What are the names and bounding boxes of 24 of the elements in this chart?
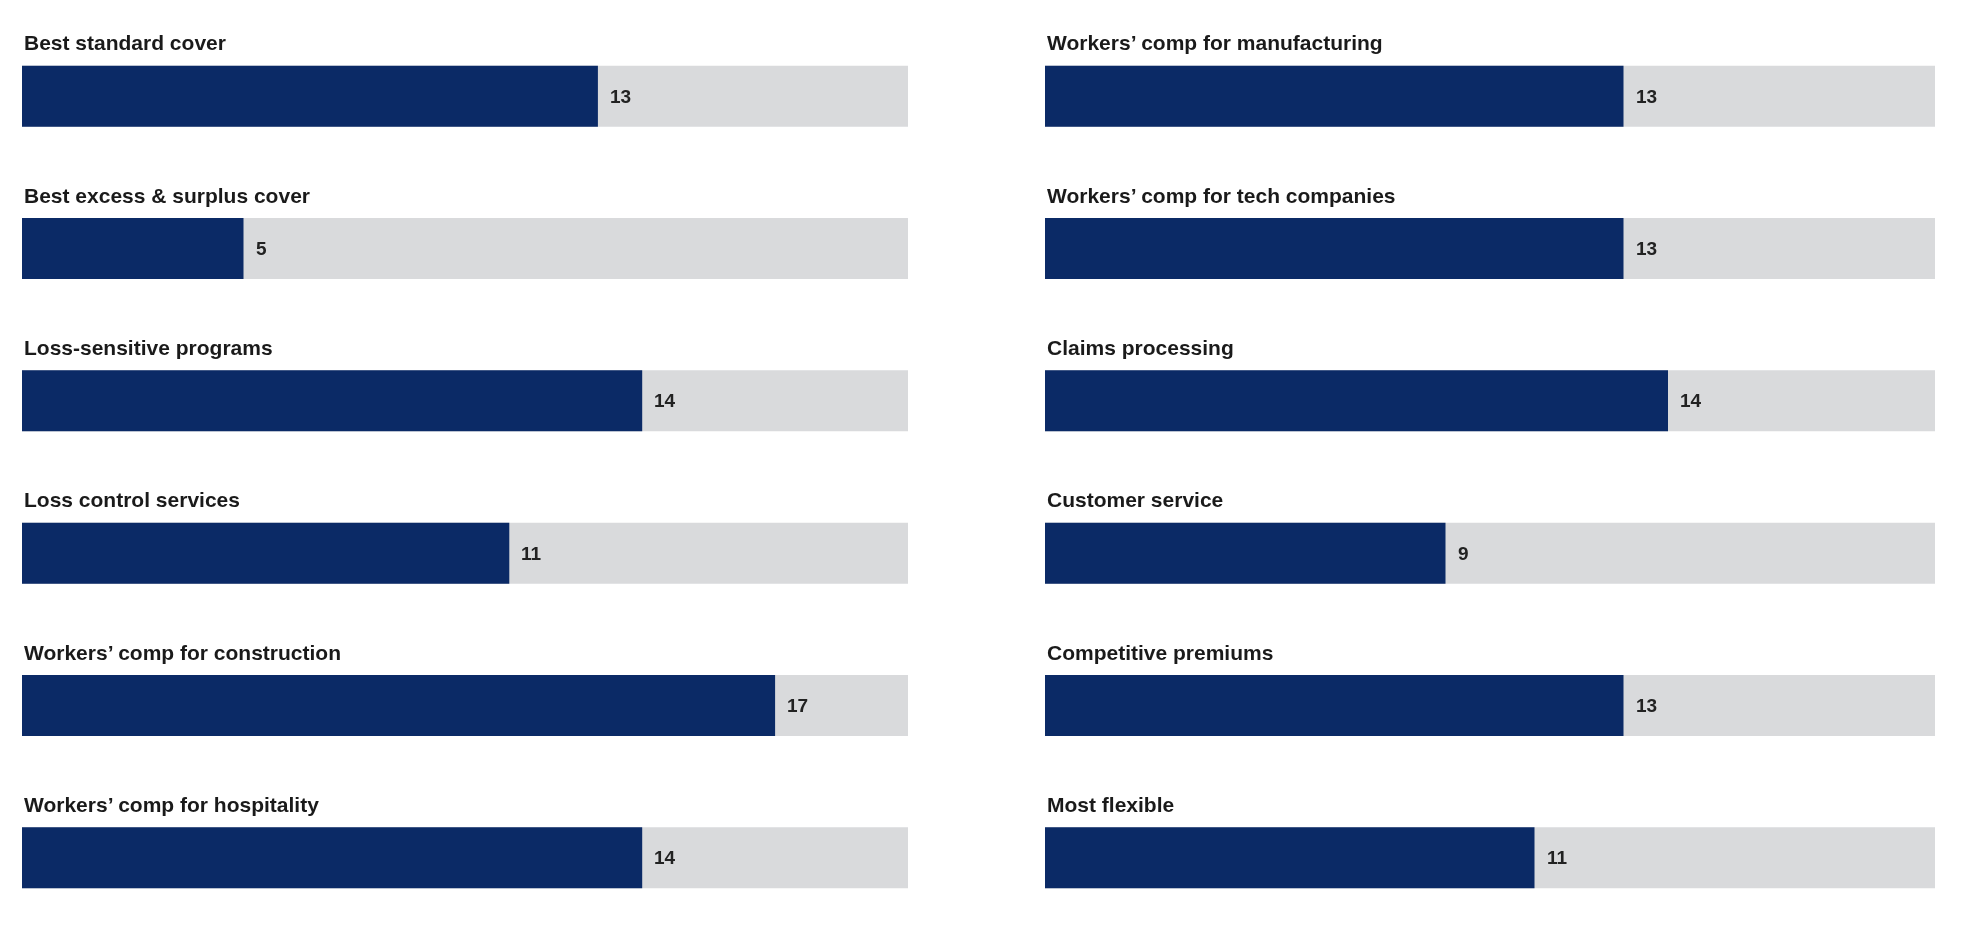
y-tick-label: Loss-sensitive programs (24, 336, 273, 359)
data-label: 14 (654, 847, 676, 868)
y-tick-label: Best standard cover (24, 31, 226, 54)
y-tick-label: Competitive premiums (1047, 641, 1274, 664)
y-tick-label: Best excess & surplus cover (24, 184, 310, 207)
y-tick-label: Most flexible (1047, 793, 1175, 816)
data-label: 11 (1547, 847, 1568, 868)
y-tick-label: Claims processing (1047, 336, 1234, 359)
data-label: 13 (610, 86, 632, 107)
data-label: 17 (787, 695, 809, 716)
y-tick-label: Loss control services (24, 488, 240, 511)
y-tick-label: Workers’ comp for tech companies (1047, 184, 1396, 207)
data-label: 13 (1636, 238, 1658, 259)
data-label: 9 (1458, 543, 1469, 564)
y-tick-label: Workers’ comp for construction (24, 641, 341, 664)
y-tick-label: Workers’ comp for manufacturing (1047, 31, 1383, 54)
data-label: 11 (521, 543, 542, 564)
data-label: 14 (1680, 390, 1702, 411)
data-label: 5 (256, 238, 267, 259)
data-label: 13 (1636, 695, 1658, 716)
y-tick-label: Customer service (1047, 488, 1224, 511)
data-label: 13 (1636, 86, 1658, 107)
y-tick-label: Workers’ comp for hospitality (24, 793, 320, 816)
data-label: 14 (654, 390, 676, 411)
